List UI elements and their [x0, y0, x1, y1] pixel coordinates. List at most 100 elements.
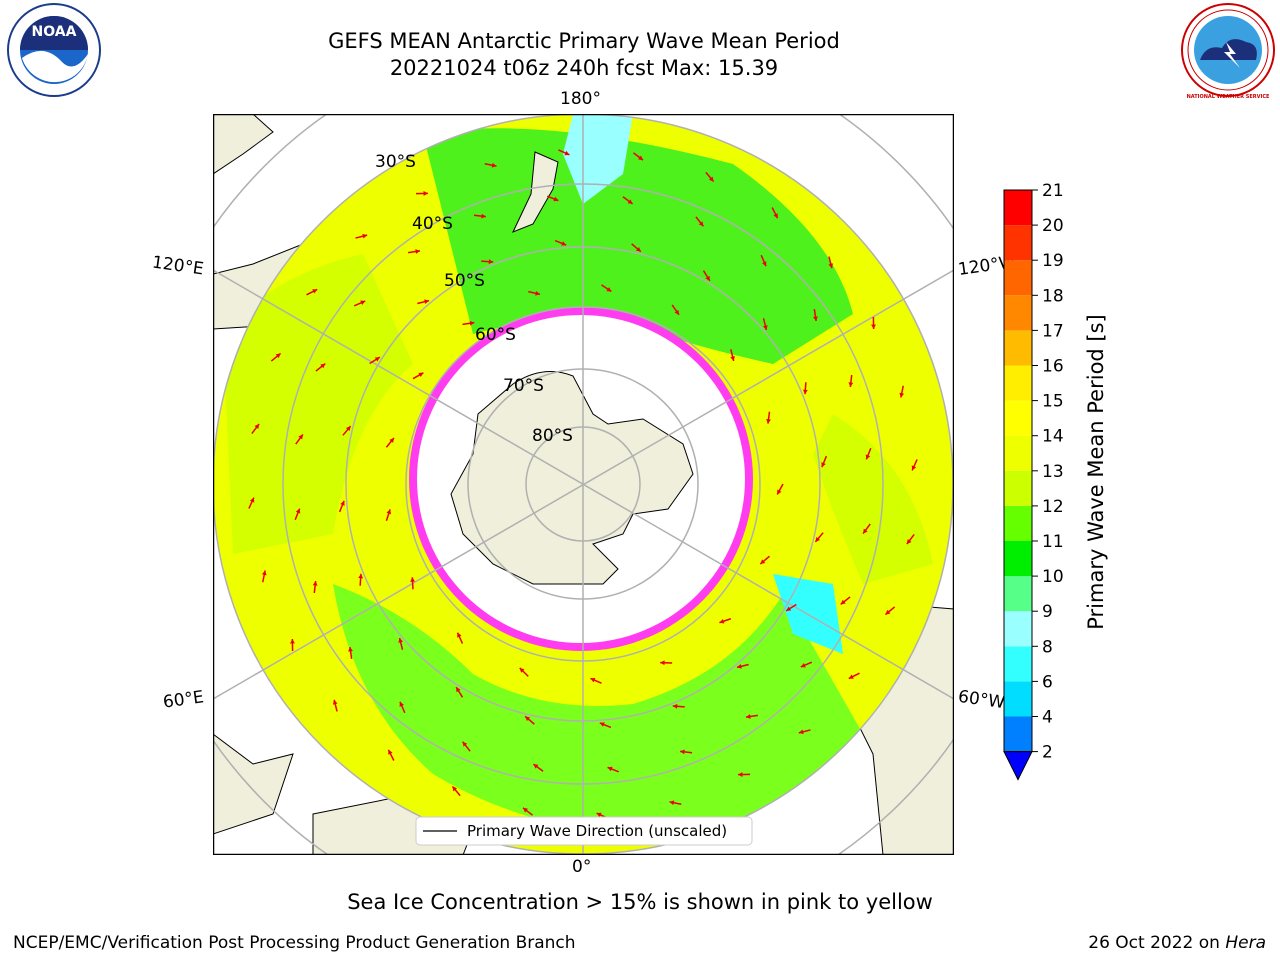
lon-label-60e: 60°E: [161, 687, 206, 713]
colorbar-bins: [1003, 189, 1033, 781]
wave-arrow-head: [705, 275, 710, 281]
colorbar-tick-label: 9: [1042, 602, 1053, 622]
wave-arrow-head: [340, 500, 345, 506]
wave-arrow-head: [358, 573, 364, 579]
colorbar-bin: [1004, 365, 1032, 401]
wave-arrow-head: [798, 729, 804, 735]
colorbar-bin: [1004, 435, 1032, 471]
wave-arrow-head: [899, 392, 905, 398]
colorbar-bin: [1004, 330, 1032, 366]
colorbar-tick-label: 14: [1042, 427, 1064, 447]
colorbar: 2 4 6 8 9 10 11 12 13 14 15 16 17 18 19 20 21: [1003, 181, 1064, 781]
wave-arrow-head: [606, 287, 612, 292]
lat-label-50: 50°S: [444, 271, 485, 291]
land-new-zealand: [512, 151, 559, 233]
wave-arrow-head: [360, 300, 366, 305]
colorbar-bin: [1004, 400, 1032, 436]
wave-arrow-head: [525, 716, 531, 722]
colorbar-bin: [1004, 576, 1032, 612]
wave-arrow-head: [885, 609, 891, 615]
colorbar-tick-label: 10: [1042, 567, 1064, 587]
wave-arrow-head: [469, 320, 475, 326]
wave-arrow-head: [638, 155, 644, 161]
field-se-pacific: [813, 414, 933, 584]
wave-arrow-head: [564, 150, 570, 156]
footer-branch: NCEP/EMC/Verification Post Processing Pr…: [13, 933, 576, 953]
colorbar-tick-label: 6: [1042, 672, 1053, 692]
wave-arrow-head: [590, 677, 596, 683]
wave-arrow-head: [669, 800, 675, 806]
polar-wave-map: 30°S 40°S 50°S 60°S 70°S 80°S Primary Wa…: [212, 113, 955, 856]
field-nz-cyan: [563, 114, 633, 204]
lat-label-70: 70°S: [503, 376, 544, 396]
wave-arrow-head: [249, 497, 255, 503]
wave-arrow-head: [863, 528, 868, 534]
noaa-logo-text: NOAA: [32, 24, 77, 40]
colorbar-bin: [1004, 646, 1032, 682]
wave-arrow-head: [298, 434, 303, 440]
wave-arrow-head: [452, 786, 458, 792]
wave-arrow-head: [821, 462, 826, 468]
wave-arrow-head: [386, 509, 392, 515]
footer-host: Hera: [1225, 933, 1266, 953]
colorbar-tick-label: 13: [1042, 462, 1064, 482]
nws-logo: NATIONAL WEATHER SERVICE: [1181, 3, 1275, 100]
wave-arrow-head: [871, 324, 876, 329]
wave-arrow-head: [423, 191, 428, 196]
wave-arrow-head: [848, 674, 854, 679]
wave-arrow-head: [535, 290, 540, 296]
land-africa: [213, 733, 294, 835]
wave-arrow-head: [290, 639, 295, 644]
wave-arrow-head: [561, 241, 567, 246]
wave-arrow-head: [813, 316, 818, 322]
wave-arrow-head: [627, 199, 633, 204]
wave-arrow-head: [553, 196, 559, 202]
map-legend: Primary Wave Direction (unscaled): [415, 816, 753, 846]
wave-arrow-head: [800, 663, 806, 668]
wave-arrow-head: [398, 637, 403, 643]
wave-arrow-head: [457, 632, 462, 638]
wave-arrow-head: [672, 703, 678, 709]
wave-arrow-head: [424, 299, 430, 304]
wave-arrow-head: [607, 766, 613, 772]
colorbar-tick-label: 8: [1042, 637, 1053, 657]
wave-arrow-head: [911, 465, 917, 471]
colorbar-bin: [1004, 681, 1032, 717]
colorbar-bin: [1004, 190, 1032, 226]
nws-logo-text: NATIONAL WEATHER SERVICE: [1187, 94, 1270, 100]
sea-ice-caption: Sea Ice Concentration > 15% is shown in …: [347, 890, 933, 914]
wave-arrow-head: [320, 363, 326, 369]
land-australia-top: [213, 114, 274, 175]
lat-label-30: 30°S: [375, 152, 416, 172]
wave-arrow-head: [840, 599, 846, 605]
wave-arrow-head: [533, 764, 539, 769]
wave-arrow-head: [708, 176, 714, 182]
wave-arrow-head: [760, 559, 766, 564]
wave-arrow-head: [596, 812, 602, 818]
wave-arrow-head: [660, 660, 665, 666]
wave-arrow-head: [481, 213, 486, 219]
wave-arrow-head: [456, 687, 461, 693]
colorbar-ticks: 2 4 6 8 9 10 11 12 13 14 15 16 17 18 19 20 21: [1032, 181, 1064, 763]
wave-arrow-head: [388, 749, 393, 755]
colorbar-bin: [1004, 716, 1032, 752]
wave-arrow-head: [736, 664, 742, 669]
wave-arrow-head: [312, 581, 318, 586]
field-indian: [223, 254, 413, 554]
wave-arrow-head: [275, 353, 281, 359]
colorbar-tick-label: 19: [1042, 251, 1064, 271]
colorbar-tick-label: 18: [1042, 286, 1064, 306]
lat-label-80: 80°S: [532, 426, 573, 446]
colorbar-tick-label: 21: [1042, 181, 1064, 201]
wave-arrow-head: [828, 263, 834, 269]
wave-arrow-head: [345, 426, 351, 432]
colorbar-bin: [1004, 225, 1032, 261]
colorbar-under-arrow: [1003, 751, 1033, 781]
wave-arrow-head: [415, 249, 421, 254]
wave-arrow-head: [462, 741, 468, 747]
colorbar-tick-label: 15: [1042, 392, 1064, 412]
wave-arrow-head: [261, 570, 267, 576]
colorbar-tick-label: 17: [1042, 321, 1064, 341]
wave-arrow-head: [295, 508, 301, 514]
wave-arrow-head: [730, 356, 735, 361]
